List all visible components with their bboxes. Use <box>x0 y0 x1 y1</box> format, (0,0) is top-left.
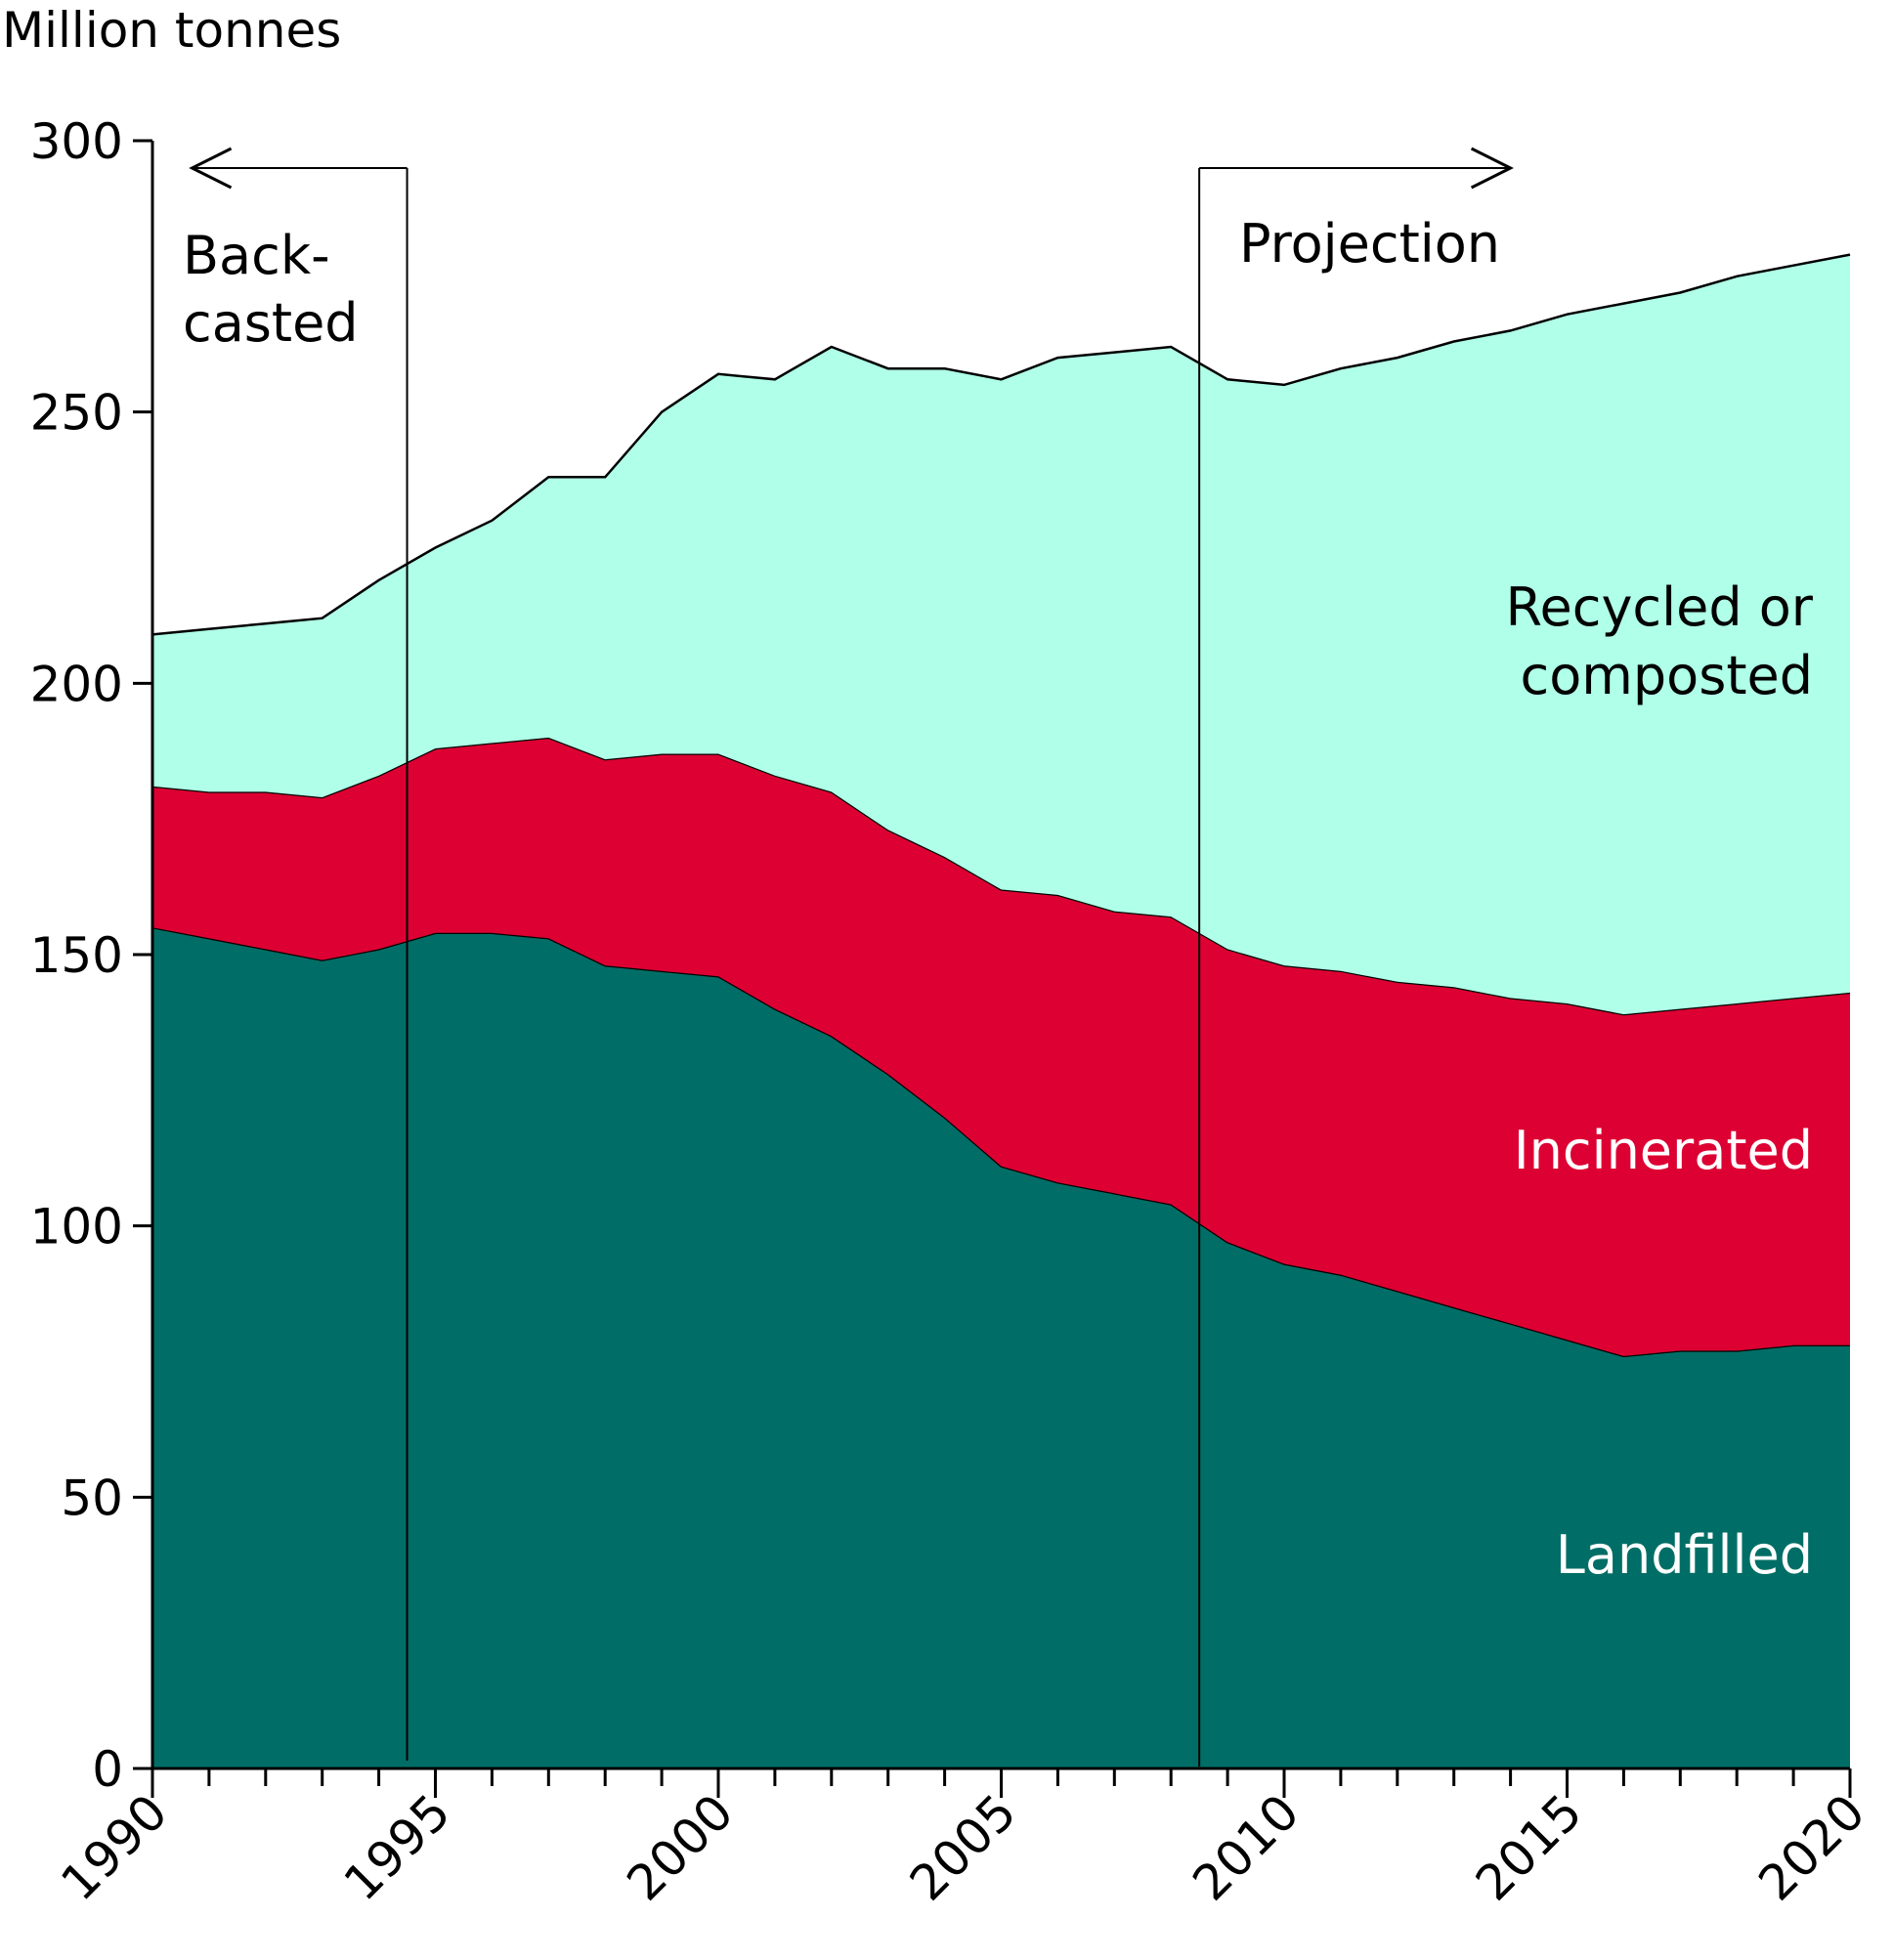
annotation-backcasted-line2: casted <box>183 292 359 354</box>
x-tick-label: 2005 <box>899 1783 1027 1911</box>
annotations: Back-casted Projection <box>183 147 1514 1767</box>
area-recycled-or-composted <box>152 254 1850 1015</box>
y-tick-label: 150 <box>30 927 123 984</box>
y-tick-label: 100 <box>30 1199 123 1256</box>
y-tick-label: 50 <box>61 1470 123 1526</box>
area-layers <box>151 253 1851 1768</box>
area-landfilled <box>152 927 1850 1768</box>
x-tick-label: 1990 <box>50 1783 178 1911</box>
x-tick-label: 1995 <box>333 1783 461 1911</box>
annotation-backcasted-line1: Back- <box>183 225 330 286</box>
series-label-landfilled: Landfilled <box>1556 1524 1813 1586</box>
x-tick-label: 2020 <box>1747 1783 1875 1911</box>
series-labels: Landfilled Incinerated Recycled or composte… <box>1505 576 1813 1586</box>
annotation-projection: Projection <box>1239 213 1500 275</box>
series-label-recycled-or-composted: Recycled or <box>1505 576 1813 638</box>
x-tick-label: 2015 <box>1465 1783 1593 1911</box>
y-tick-label: 300 <box>30 113 123 170</box>
series-label-incinerated: Incinerated <box>1514 1120 1813 1181</box>
x-tick-label: 2000 <box>616 1783 744 1911</box>
y-tick-label: 200 <box>30 656 123 712</box>
y-tick-label: 0 <box>92 1741 123 1798</box>
series-top-line <box>151 253 1851 636</box>
y-tick-label: 250 <box>30 385 123 442</box>
arrow-head <box>189 147 233 190</box>
x-tick-label: 2010 <box>1182 1783 1310 1911</box>
y-axis-label: Million tonnes <box>2 2 341 59</box>
series-label-recycled-or-composted: composted <box>1521 645 1813 706</box>
arrow-head <box>1470 147 1514 190</box>
area-incinerated <box>152 737 1850 1356</box>
